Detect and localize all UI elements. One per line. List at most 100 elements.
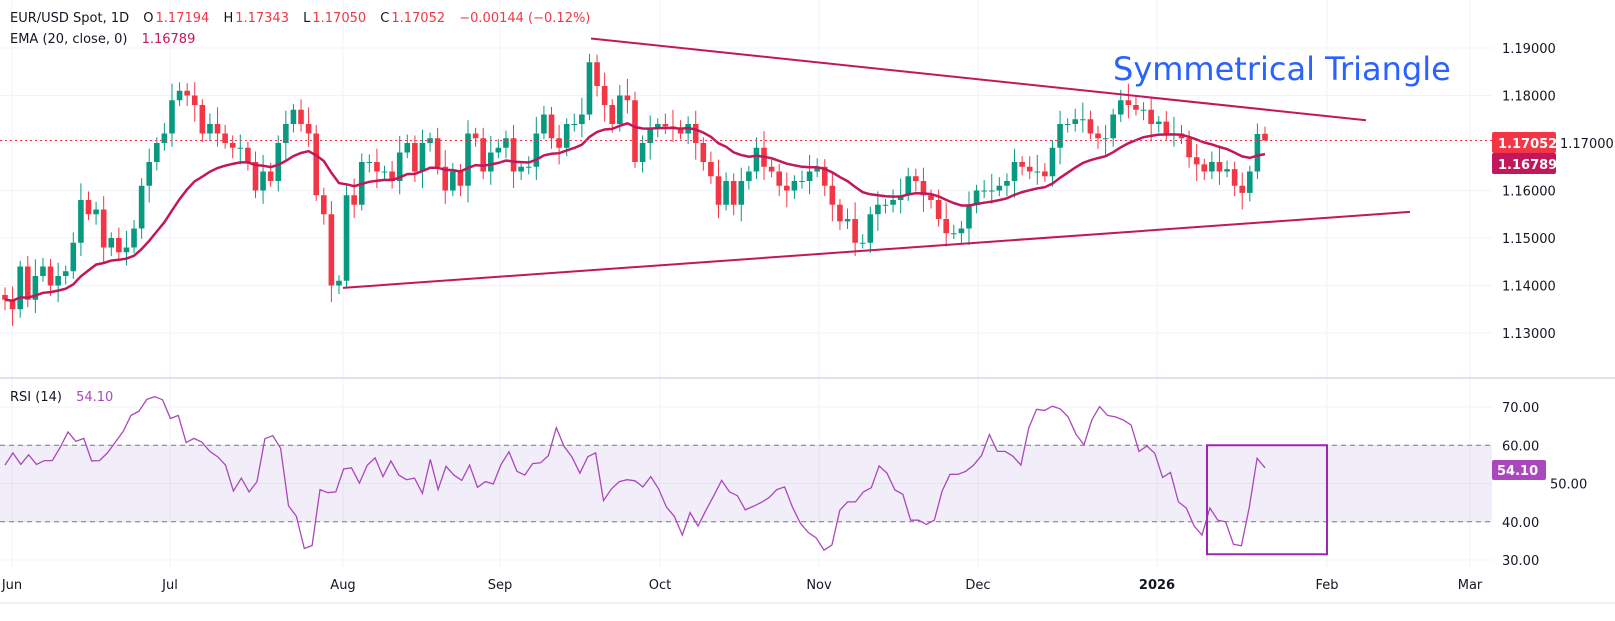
candle-body [260, 171, 266, 191]
candle-body [290, 109, 297, 124]
candle-body [730, 181, 737, 205]
candle-body [1209, 162, 1215, 172]
time-tick-label: Jun [1, 578, 22, 593]
candle-body [799, 181, 805, 182]
candle-body [222, 133, 228, 143]
symmetrical-triangle-label[interactable]: Symmetrical Triangle [1113, 50, 1451, 88]
candle-body [412, 143, 418, 172]
change-value: −0.00144 (−0.12%) [459, 11, 591, 26]
candle-body [1110, 114, 1116, 139]
rsi-value: 54.10 [76, 390, 114, 405]
candle-body [647, 128, 653, 143]
candle-body [905, 176, 912, 196]
candle-body [913, 176, 919, 181]
candle-body [1224, 169, 1230, 172]
candle-body [1080, 119, 1086, 121]
price-axis[interactable]: 1.19000 1.18000 1.17000 1.16000 1.15000 1.140… [1502, 42, 1614, 342]
candle-body [571, 124, 578, 125]
rsi-axis[interactable]: 70.00 60.00 50.00 40.00 30.00 [1502, 401, 1587, 569]
candle-body [791, 181, 798, 191]
candle-body [1042, 171, 1048, 177]
candle-body [723, 181, 729, 205]
candle-body [283, 124, 289, 143]
svg-text:1.17052: 1.17052 [1498, 137, 1557, 152]
pane-separator[interactable] [0, 377, 1615, 379]
open-label: O [143, 11, 154, 26]
high-label: H [223, 11, 234, 26]
candle-body [988, 190, 995, 192]
price-tick-label: 1.18000 [1502, 90, 1556, 105]
candle-body [950, 233, 957, 235]
candle-body [579, 114, 585, 124]
candle-body [784, 185, 790, 191]
candle-body [298, 109, 304, 124]
candle-body [776, 171, 783, 186]
candle-body [548, 114, 555, 139]
candle-body [966, 204, 972, 229]
candle-body [343, 195, 350, 281]
candle-body [518, 166, 524, 172]
candle-body [108, 238, 115, 248]
candle-body [305, 124, 312, 134]
rsi-highlight-box[interactable] [1206, 444, 1328, 556]
candle-body [563, 124, 570, 148]
candle-body [17, 266, 23, 310]
candle-body [609, 105, 616, 124]
price-tick-label: 1.15000 [1502, 232, 1556, 247]
candle-body [586, 62, 593, 115]
candle-body [1064, 124, 1071, 125]
candle-body [47, 266, 54, 286]
rsi-tick-label: 70.00 [1502, 401, 1539, 416]
candle-body [32, 276, 39, 300]
candle-body [601, 86, 608, 105]
candle-body [829, 185, 836, 205]
time-tick-label: Oct [649, 578, 671, 593]
candle-body [199, 105, 206, 134]
candle-body [1095, 133, 1101, 139]
candle-body [1019, 162, 1025, 167]
rsi-badge: 54.10 [1492, 460, 1546, 480]
candle-body [374, 162, 380, 172]
candle-body [229, 143, 236, 148]
candle-body [503, 138, 509, 148]
symbol-title: EUR/USD Spot, 1D [10, 11, 130, 26]
candle-body [1216, 162, 1223, 172]
candle-body [1133, 105, 1139, 110]
candle-body [184, 90, 190, 96]
candle-body [100, 209, 107, 248]
candle-body [510, 138, 517, 172]
candle-body [207, 124, 213, 134]
rsi-legend[interactable]: RSI (14) 54.10 [10, 390, 115, 405]
svg-text:54.10: 54.10 [1497, 464, 1538, 479]
candle-body [237, 147, 244, 149]
time-axis[interactable]: Jun Jul Aug Sep Oct Nov Dec 2026 Feb Mar [1, 578, 1483, 593]
ema-legend[interactable]: EMA (20, close, 0) 1.16789 [10, 32, 197, 47]
time-tick-label: Nov [806, 578, 832, 593]
candle-body [1163, 121, 1170, 134]
candle-body [389, 171, 395, 181]
candle-body [146, 162, 153, 186]
candle-body [541, 114, 547, 134]
candle-body [632, 100, 638, 162]
price-tick-label: 1.16000 [1502, 185, 1556, 200]
candle-body [525, 166, 532, 168]
candle-body [662, 124, 669, 127]
candle-body [746, 171, 752, 181]
trendlines[interactable] [342, 37, 1411, 289]
candle-body [480, 138, 486, 172]
candle-body [252, 162, 259, 191]
symbol-legend[interactable]: EUR/USD Spot, 1D O 1.17194 H 1.17343 L 1.17… [10, 11, 592, 26]
candle-body [169, 100, 175, 134]
candle-body [62, 271, 69, 276]
rsi-tick-label: 40.00 [1502, 516, 1539, 531]
candle-body [131, 228, 137, 248]
candle-body [351, 195, 357, 205]
candle-body [639, 143, 646, 162]
candle-body [617, 95, 623, 124]
candle-body [24, 266, 31, 300]
price-tick-label: 1.17000 [1560, 137, 1614, 152]
candle-body [85, 200, 92, 215]
candle-body [753, 147, 760, 172]
candle-body [844, 219, 851, 222]
